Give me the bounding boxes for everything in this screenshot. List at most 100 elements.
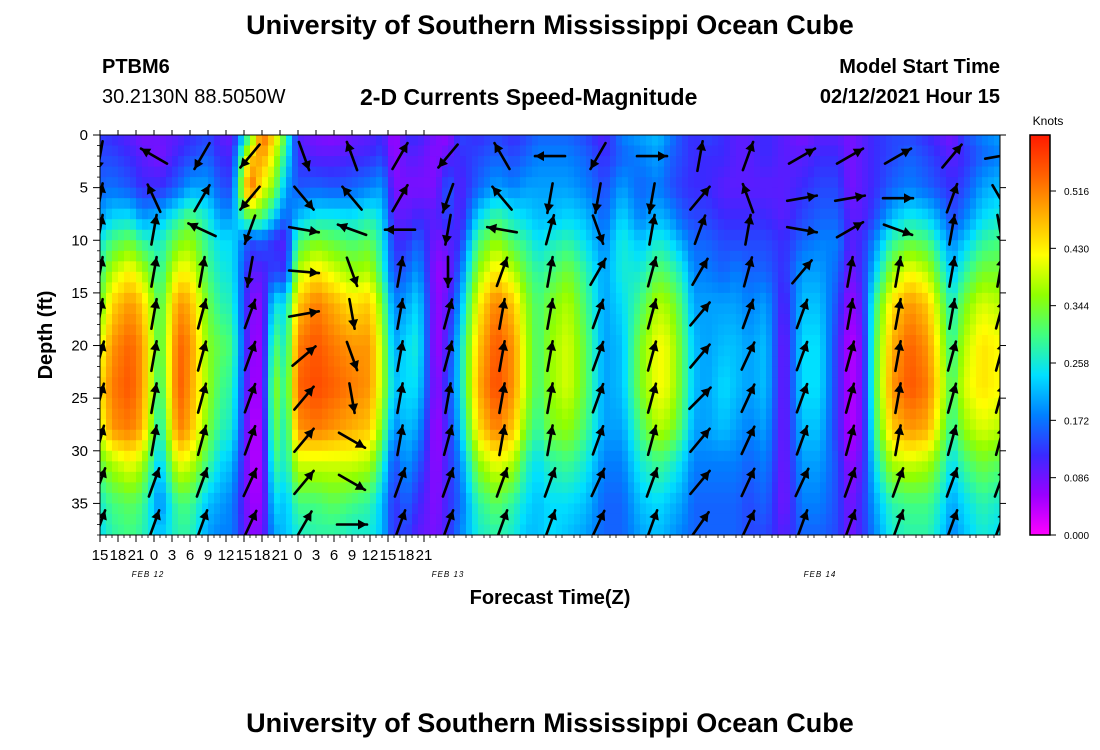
heatmap-cell bbox=[718, 208, 725, 220]
heatmap-cell bbox=[394, 335, 401, 347]
heatmap-cell bbox=[670, 513, 677, 526]
heatmap-cell bbox=[820, 187, 827, 199]
heatmap-cell bbox=[586, 208, 593, 220]
heatmap-cell bbox=[628, 377, 635, 389]
heatmap-cell bbox=[508, 135, 515, 147]
heatmap-cell bbox=[706, 156, 713, 168]
heatmap-cell bbox=[436, 282, 443, 294]
heatmap-cell bbox=[160, 513, 167, 526]
heatmap-cell bbox=[352, 450, 359, 462]
heatmap-cell bbox=[580, 292, 587, 305]
heatmap-cell bbox=[478, 461, 485, 473]
heatmap-cell bbox=[766, 419, 773, 431]
heatmap-cell bbox=[412, 335, 419, 347]
heatmap-cell bbox=[742, 450, 749, 462]
heatmap-cell bbox=[238, 166, 245, 178]
heatmap-cell bbox=[634, 471, 641, 483]
heatmap-cell bbox=[412, 229, 419, 241]
heatmap-cell bbox=[562, 387, 569, 399]
heatmap-cell bbox=[484, 335, 491, 347]
heatmap-cell bbox=[670, 250, 677, 262]
heatmap-cell bbox=[100, 492, 107, 505]
heatmap-cell bbox=[148, 313, 155, 326]
heatmap-cell bbox=[538, 313, 545, 326]
heatmap-cell bbox=[334, 271, 341, 283]
heatmap-cell bbox=[214, 271, 221, 283]
heatmap-cell bbox=[412, 292, 419, 305]
heatmap-cell bbox=[424, 135, 431, 147]
heatmap-cell bbox=[538, 250, 545, 262]
heatmap-cell bbox=[766, 387, 773, 399]
heatmap-cell bbox=[544, 198, 551, 210]
heatmap-cell bbox=[124, 440, 131, 452]
heatmap-cell bbox=[274, 177, 281, 189]
heatmap-cell bbox=[280, 461, 287, 473]
heatmap-cell bbox=[796, 145, 803, 157]
heatmap-cell bbox=[862, 219, 869, 231]
heatmap-cell bbox=[466, 240, 473, 252]
heatmap-cell bbox=[292, 450, 299, 462]
heatmap-cell bbox=[412, 450, 419, 462]
heatmap-cell bbox=[352, 292, 359, 305]
heatmap-cell bbox=[274, 429, 281, 441]
heatmap-cell bbox=[670, 492, 677, 505]
heatmap-cell bbox=[772, 377, 779, 389]
heatmap-cell bbox=[856, 303, 863, 315]
heatmap-cell bbox=[382, 461, 389, 473]
heatmap-cell bbox=[688, 461, 695, 473]
heatmap-cell bbox=[352, 366, 359, 378]
heatmap-cell bbox=[856, 440, 863, 452]
heatmap-cell bbox=[292, 303, 299, 315]
heatmap-cell bbox=[196, 513, 203, 526]
heatmap-cell bbox=[214, 145, 221, 157]
heatmap-cell bbox=[214, 240, 221, 252]
heatmap-cell bbox=[664, 177, 671, 189]
heatmap-cell bbox=[556, 408, 563, 420]
heatmap-cell bbox=[604, 229, 611, 241]
heatmap-cell bbox=[676, 198, 683, 210]
heatmap-cell bbox=[718, 219, 725, 231]
heatmap-cell bbox=[406, 398, 413, 410]
heatmap-cell bbox=[844, 240, 851, 252]
heatmap-cell bbox=[520, 156, 527, 168]
heatmap-cell bbox=[544, 377, 551, 389]
heatmap-cell bbox=[364, 282, 371, 294]
heatmap-cell bbox=[166, 156, 173, 168]
heatmap-cell bbox=[406, 292, 413, 305]
heatmap-cell bbox=[850, 366, 857, 378]
heatmap-cell bbox=[706, 513, 713, 526]
heatmap-cell bbox=[766, 166, 773, 178]
heatmap-cell bbox=[472, 261, 479, 273]
heatmap-cell bbox=[670, 208, 677, 220]
heatmap-cell bbox=[172, 208, 179, 220]
heatmap-cell bbox=[166, 492, 173, 505]
heatmap-cell bbox=[658, 482, 665, 494]
heatmap-cell bbox=[460, 250, 467, 262]
heatmap-cell bbox=[298, 282, 305, 294]
heatmap-cell bbox=[418, 250, 425, 262]
heatmap-cell bbox=[298, 482, 305, 494]
heatmap-cell bbox=[526, 229, 533, 241]
heatmap-cell bbox=[406, 229, 413, 241]
heatmap-cell bbox=[364, 335, 371, 347]
heatmap-cell bbox=[112, 156, 119, 168]
heatmap-cell bbox=[364, 492, 371, 505]
heatmap-cell bbox=[862, 261, 869, 273]
heatmap-cell bbox=[274, 135, 281, 147]
heatmap-cell bbox=[262, 335, 269, 347]
heatmap-cell bbox=[730, 366, 737, 378]
heatmap-cell bbox=[568, 377, 575, 389]
heatmap-cell bbox=[832, 377, 839, 389]
heatmap-cell bbox=[496, 219, 503, 231]
heatmap-cell bbox=[814, 345, 821, 357]
heatmap-cell bbox=[118, 366, 125, 378]
heatmap-cell bbox=[334, 250, 341, 262]
heatmap-cell bbox=[772, 177, 779, 189]
heatmap-cell bbox=[550, 166, 557, 178]
heatmap-cell bbox=[616, 345, 623, 357]
heatmap-cell bbox=[424, 324, 431, 336]
heatmap-cell bbox=[226, 345, 233, 357]
heatmap-cell bbox=[502, 345, 509, 357]
heatmap-cell bbox=[832, 482, 839, 494]
heatmap-cell bbox=[118, 387, 125, 399]
